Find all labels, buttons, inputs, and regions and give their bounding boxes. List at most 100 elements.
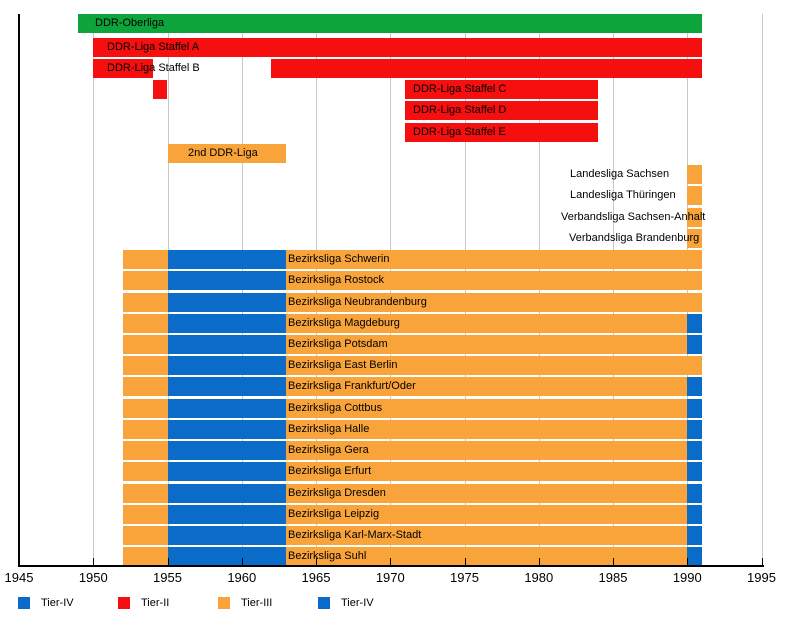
bar-bezirksliga-erfurt xyxy=(286,462,688,482)
bar-bezirksliga-cottbus xyxy=(286,398,688,418)
legend-swatch-blue xyxy=(18,597,30,609)
legend-label: Tier-III xyxy=(241,597,273,609)
bar-bezirksliga-karl-marx-stadt xyxy=(286,526,688,545)
bar-bezirksliga-east-berlin xyxy=(167,356,287,376)
row-label-bezirksliga-cottbus: Bezirksliga Cottbus xyxy=(288,401,383,414)
axis-tick-label-1945: 1945 xyxy=(4,570,34,585)
axis-tick-label-1965: 1965 xyxy=(301,570,331,585)
row-label-bezirksliga-rostock: Bezirksliga Rostock xyxy=(288,274,384,287)
row-label-ddr-oberliga: DDR-Oberliga xyxy=(95,17,165,29)
bar-bezirksliga-schwerin xyxy=(167,250,287,269)
axis-tick-1980 xyxy=(538,558,540,565)
row-label-landesliga-th-ringen: Landesliga Thüringen xyxy=(570,189,676,202)
bar-bezirksliga-suhl xyxy=(687,547,703,567)
bar-bezirksliga-magdeburg xyxy=(123,313,168,333)
bar-bezirksliga-suhl xyxy=(167,547,287,567)
gridline-1995 xyxy=(761,14,763,565)
bar-ddr-liga-staffel-b xyxy=(271,58,703,78)
row-label-bezirksliga-potsdam: Bezirksliga Potsdam xyxy=(288,337,388,350)
row-label-2nd-ddr-liga: 2nd DDR-Liga xyxy=(188,146,258,159)
bar-bezirksliga-gera xyxy=(687,441,703,461)
axis-tick-label-1980: 1980 xyxy=(524,570,554,585)
bar-ddr-liga-staffel-a xyxy=(93,37,703,57)
bar-bezirksliga-schwerin xyxy=(286,250,703,269)
bar-ddr-liga-staffel-d xyxy=(405,101,599,121)
bar-landesliga-th-ringen xyxy=(687,186,703,206)
row-label-bezirksliga-suhl: Bezirksliga Suhl xyxy=(288,550,367,563)
bar-bezirksliga-magdeburg xyxy=(687,313,703,333)
bar-bezirksliga-magdeburg xyxy=(167,313,287,333)
bar-ddr-liga-staffel-c xyxy=(405,80,599,100)
bar-bezirksliga-leipzig xyxy=(286,504,688,524)
bar-bezirksliga-karl-marx-stadt xyxy=(123,526,168,545)
legend-label: Tier-II xyxy=(141,597,170,609)
bar-verbandsliga-sachsen-anhalt xyxy=(687,207,703,227)
bar-bezirksliga-gera xyxy=(123,441,168,461)
bar-bezirksliga-frankfurt-oder xyxy=(123,377,168,397)
x-axis-line xyxy=(18,565,764,567)
bar-bezirksliga-neubrandenburg xyxy=(286,292,703,312)
row-label-bezirksliga-erfurt: Bezirksliga Erfurt xyxy=(288,465,372,478)
legend-label: Tier-IV xyxy=(341,597,374,609)
axis-tick-1985 xyxy=(613,558,614,565)
axis-tick-1960 xyxy=(241,558,243,565)
axis-tick-label-1990: 1990 xyxy=(672,570,702,585)
legend-item-tier-ii-1: Tier-II xyxy=(118,594,169,612)
row-label-bezirksliga-neubrandenburg: Bezirksliga Neubrandenburg xyxy=(288,295,427,308)
legend: Tier-IV Tier-II Tier-III Tier-IV xyxy=(0,594,800,614)
bar-bezirksliga-potsdam xyxy=(687,334,703,354)
row-label-ddr-liga-staffel-b: DDR-Liga Staffel B xyxy=(107,61,200,74)
bar-bezirksliga-potsdam xyxy=(167,334,287,354)
axis-tick-1945 xyxy=(19,558,20,565)
gridline-1950 xyxy=(93,14,95,565)
bar-bezirksliga-frankfurt-oder xyxy=(167,377,287,397)
axis-tick-1965 xyxy=(316,558,317,565)
bar-bezirksliga-halle xyxy=(687,419,703,439)
bar-bezirksliga-cottbus xyxy=(123,398,168,418)
bar-bezirksliga-magdeburg xyxy=(286,313,688,333)
row-label-verbandsliga-sachsen-anhalt: Verbandsliga Sachsen-Anhalt xyxy=(561,210,706,223)
axis-tick-label-1995: 1995 xyxy=(747,570,776,585)
bar-2nd-ddr-liga xyxy=(167,143,287,163)
legend-item-tier-iv-0: Tier-IV xyxy=(18,594,74,612)
axis-tick-1975 xyxy=(464,558,466,565)
row-label-ddr-liga-staffel-a: DDR-Liga Staffel A xyxy=(107,40,200,53)
bar-bezirksliga-leipzig xyxy=(167,504,287,524)
bar-bezirksliga-halle xyxy=(123,419,168,439)
axis-tick-label-1975: 1975 xyxy=(450,570,479,585)
row-label-bezirksliga-east-berlin: Bezirksliga East Berlin xyxy=(288,359,398,372)
bar-bezirksliga-rostock xyxy=(286,271,703,291)
legend-item-tier-iii-2: Tier-III xyxy=(218,594,272,612)
row-label-bezirksliga-schwerin: Bezirksliga Schwerin xyxy=(288,253,390,265)
bar-bezirksliga-east-berlin xyxy=(286,356,703,376)
axis-tick-1970 xyxy=(390,558,392,565)
bar-ddr-liga-staffel-c xyxy=(152,80,168,100)
legend-swatch-red xyxy=(118,597,130,609)
bar-bezirksliga-gera xyxy=(286,441,688,461)
row-label-verbandsliga-brandenburg: Verbandsliga Brandenburg xyxy=(569,231,700,244)
row-label-bezirksliga-karl-marx-stadt: Bezirksliga Karl-Marx-Stadt xyxy=(288,529,422,541)
bar-bezirksliga-leipzig xyxy=(687,504,703,524)
bar-bezirksliga-halle xyxy=(286,419,688,439)
bar-bezirksliga-erfurt xyxy=(687,462,703,482)
bar-landesliga-sachsen xyxy=(687,165,703,185)
bar-bezirksliga-potsdam xyxy=(286,334,688,354)
legend-item-tier-iv-3: Tier-IV xyxy=(318,594,374,612)
bar-bezirksliga-erfurt xyxy=(167,462,287,482)
bar-bezirksliga-suhl xyxy=(286,547,688,567)
bar-bezirksliga-frankfurt-oder xyxy=(687,377,703,397)
axis-tick-1950 xyxy=(93,558,95,565)
bar-bezirksliga-leipzig xyxy=(123,504,168,524)
bar-bezirksliga-erfurt xyxy=(123,462,168,482)
bar-bezirksliga-halle xyxy=(167,419,287,439)
y-axis-line xyxy=(18,14,20,567)
axis-tick-label-1955: 1955 xyxy=(153,570,182,585)
bar-bezirksliga-karl-marx-stadt xyxy=(687,526,703,545)
row-label-bezirksliga-magdeburg: Bezirksliga Magdeburg xyxy=(288,316,400,329)
bar-bezirksliga-frankfurt-oder xyxy=(286,377,688,397)
bar-bezirksliga-dresden xyxy=(123,483,168,503)
bar-bezirksliga-rostock xyxy=(123,271,168,291)
axis-tick-1955 xyxy=(167,558,169,565)
row-label-bezirksliga-halle: Bezirksliga Halle xyxy=(288,422,370,435)
